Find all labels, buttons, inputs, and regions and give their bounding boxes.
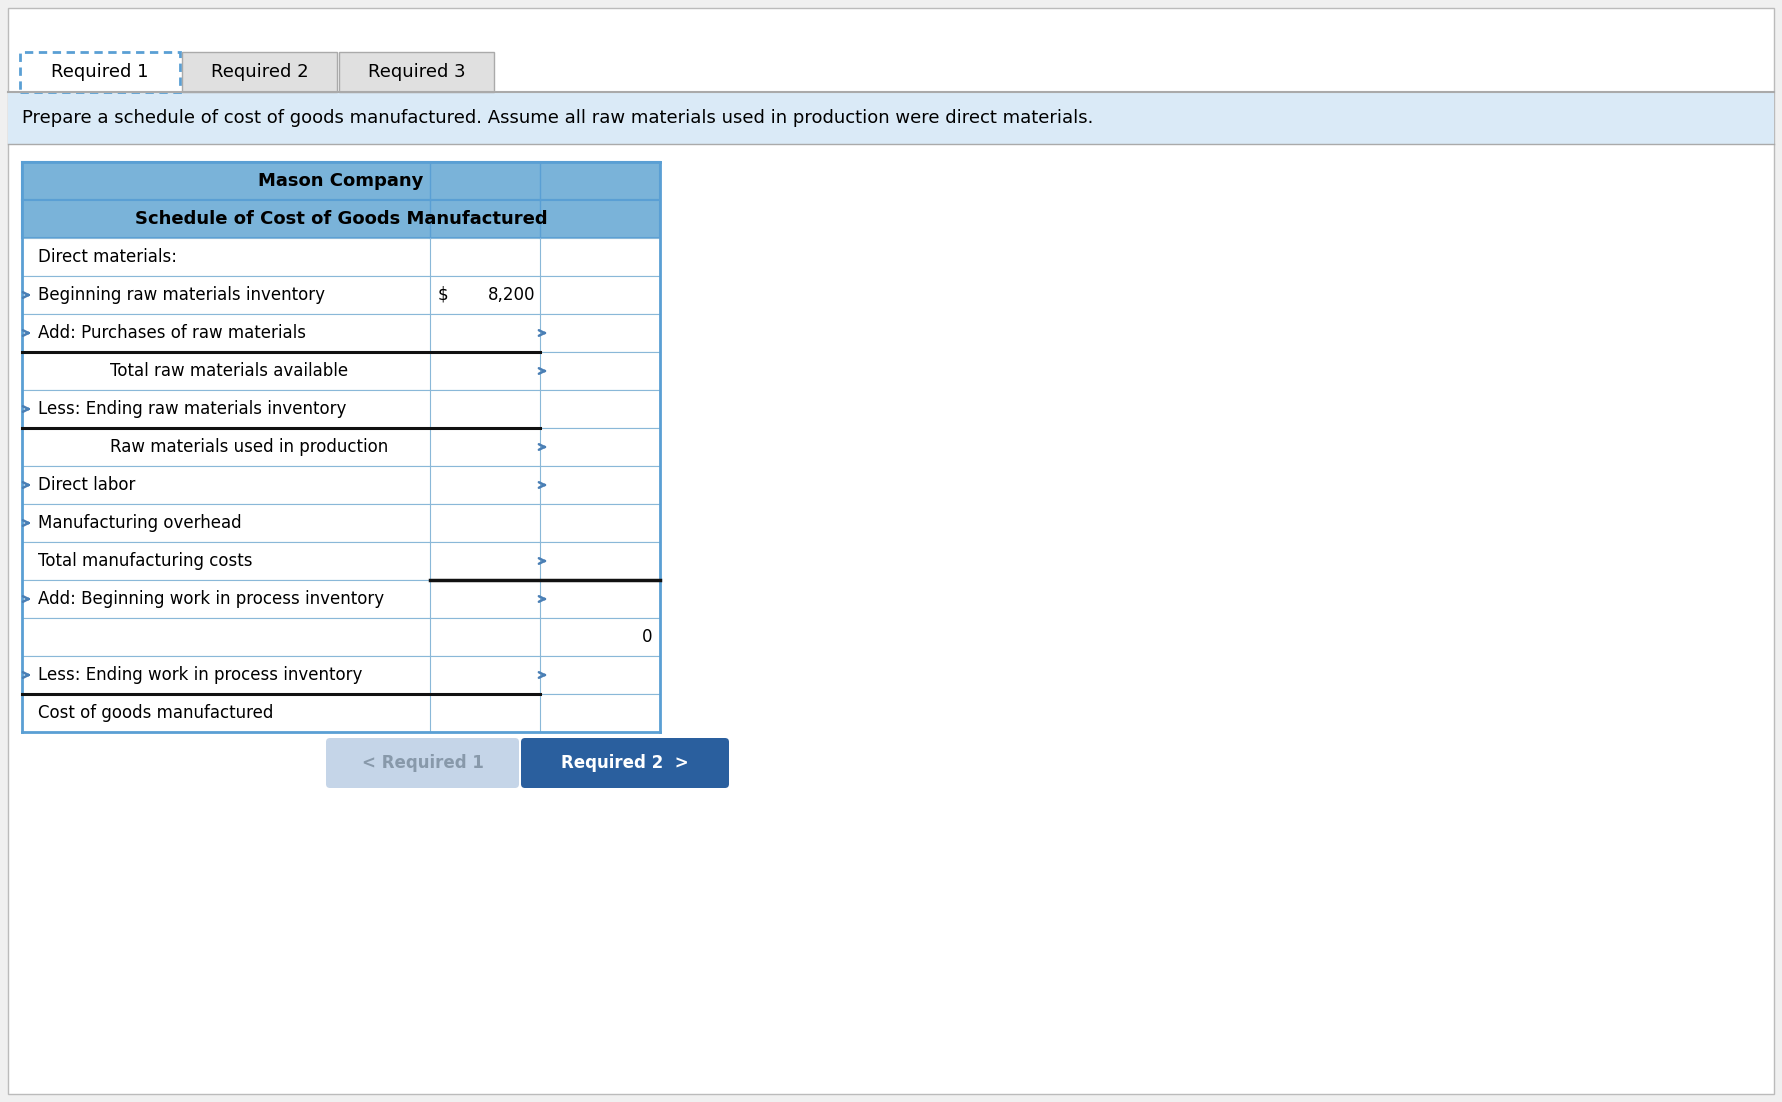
Text: Cost of goods manufactured: Cost of goods manufactured <box>37 704 273 722</box>
Text: Direct labor: Direct labor <box>37 476 135 494</box>
Text: Mason Company: Mason Company <box>258 172 424 190</box>
Bar <box>21 238 659 276</box>
Text: Required 3: Required 3 <box>367 63 465 82</box>
Text: 0: 0 <box>642 628 652 646</box>
Bar <box>21 580 659 618</box>
Text: Raw materials used in production: Raw materials used in production <box>110 437 388 456</box>
Text: Required 2  >: Required 2 > <box>561 754 690 773</box>
Bar <box>21 162 659 199</box>
Bar <box>21 542 659 580</box>
Text: < Required 1: < Required 1 <box>362 754 483 773</box>
Text: 8,200: 8,200 <box>488 287 535 304</box>
Text: Less: Ending work in process inventory: Less: Ending work in process inventory <box>37 666 362 684</box>
Bar <box>21 618 659 656</box>
Bar <box>339 52 494 91</box>
Bar <box>21 428 659 466</box>
Bar <box>7 91 1775 144</box>
Text: Required 1: Required 1 <box>52 63 148 82</box>
Bar <box>21 276 659 314</box>
Bar <box>21 656 659 694</box>
Text: Less: Ending raw materials inventory: Less: Ending raw materials inventory <box>37 400 346 418</box>
Text: $: $ <box>438 287 449 304</box>
Bar <box>182 52 337 91</box>
Bar <box>21 390 659 428</box>
Bar <box>21 199 659 238</box>
Bar <box>21 694 659 732</box>
Text: Add: Beginning work in process inventory: Add: Beginning work in process inventory <box>37 590 385 608</box>
Text: Prepare a schedule of cost of goods manufactured. Assume all raw materials used : Prepare a schedule of cost of goods manu… <box>21 109 1094 127</box>
Bar <box>21 352 659 390</box>
Bar <box>21 504 659 542</box>
Text: Required 2: Required 2 <box>210 63 308 82</box>
Text: Manufacturing overhead: Manufacturing overhead <box>37 514 242 532</box>
Bar <box>21 466 659 504</box>
Bar <box>20 52 180 91</box>
Text: Beginning raw materials inventory: Beginning raw materials inventory <box>37 287 324 304</box>
Text: Direct materials:: Direct materials: <box>37 248 176 266</box>
Text: Total raw materials available: Total raw materials available <box>110 361 347 380</box>
FancyBboxPatch shape <box>520 738 729 788</box>
FancyBboxPatch shape <box>326 738 519 788</box>
Text: Add: Purchases of raw materials: Add: Purchases of raw materials <box>37 324 307 342</box>
Bar <box>21 314 659 352</box>
Text: Schedule of Cost of Goods Manufactured: Schedule of Cost of Goods Manufactured <box>135 210 547 228</box>
Text: Total manufacturing costs: Total manufacturing costs <box>37 552 253 570</box>
